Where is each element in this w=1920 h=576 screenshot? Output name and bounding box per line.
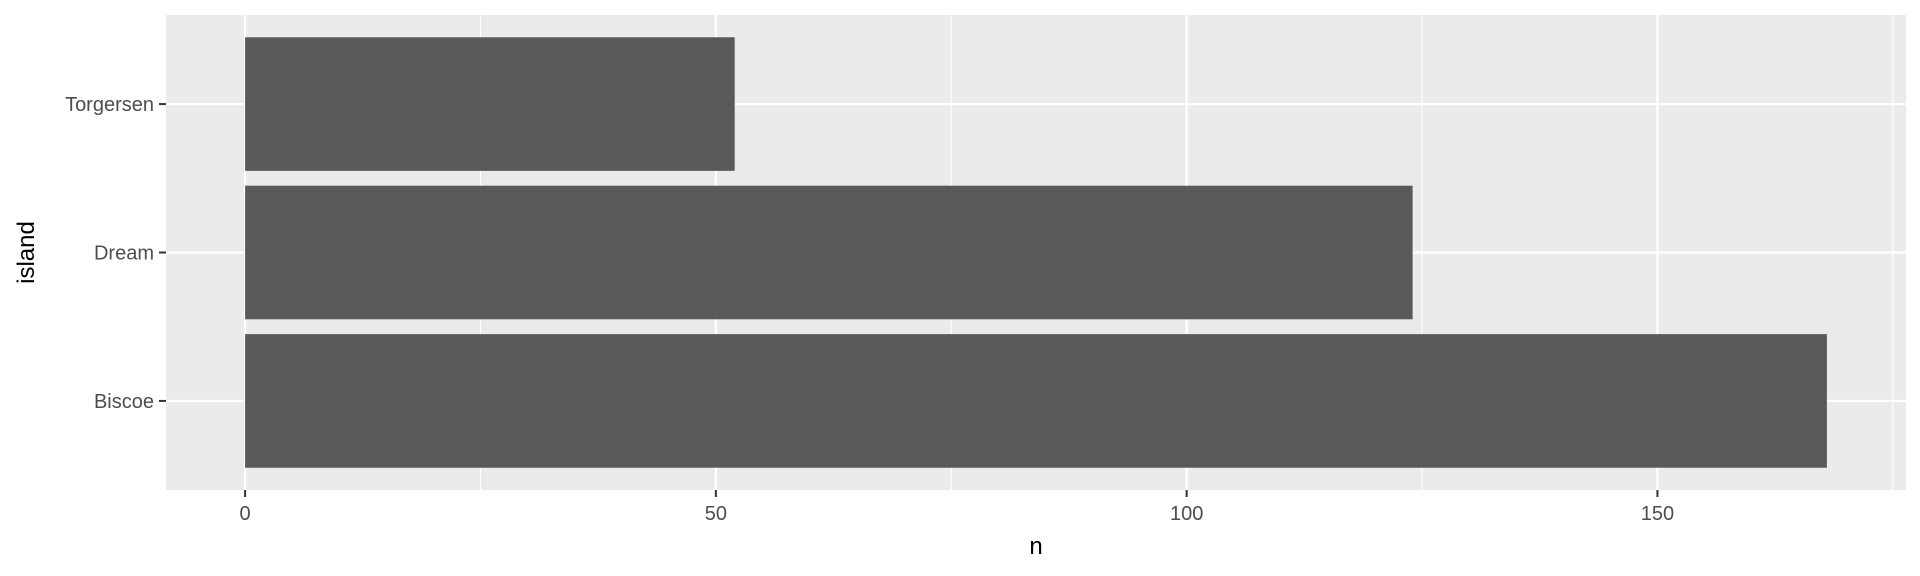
x-axis-title: n xyxy=(1029,533,1042,560)
x-tick-label: 0 xyxy=(240,503,251,525)
bar-dream xyxy=(245,185,1413,320)
bar-biscoe xyxy=(245,334,1827,468)
y-tick-label-torgersen: Torgersen xyxy=(65,94,154,116)
bar-torgersen xyxy=(245,37,735,171)
x-tick-label: 50 xyxy=(705,503,727,525)
bars xyxy=(245,37,1827,468)
x-tick-label: 100 xyxy=(1170,503,1203,525)
x-axis: 0 50 100 150 xyxy=(240,490,1674,525)
y-axis: Biscoe Dream Torgersen xyxy=(65,94,166,413)
y-axis-title: island xyxy=(13,221,40,284)
y-tick-label-dream: Dream xyxy=(94,243,154,265)
y-tick-label-biscoe: Biscoe xyxy=(94,391,154,413)
x-tick-label: 150 xyxy=(1641,503,1674,525)
